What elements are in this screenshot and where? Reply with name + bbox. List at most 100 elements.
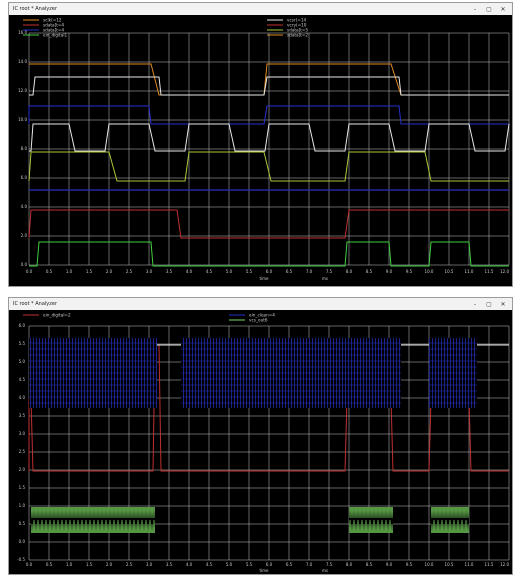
waveform-plot-bottom[interactable]: ein_digital=2 ein_clean=4 vcs_out6 6.0 5… [9, 310, 512, 574]
legend-label: ein_digital1 [43, 33, 68, 38]
maximize-button[interactable]: ▢ [486, 300, 492, 308]
x-tick-label: 3.5 [166, 269, 173, 274]
legend-label: vcs_out6 [249, 318, 268, 323]
x-tick-label: 11.0 [465, 269, 474, 274]
maximize-button[interactable]: ▢ [486, 5, 492, 13]
x-axis-label: time [259, 276, 269, 281]
x-tick-label: 11.5 [485, 269, 494, 274]
y-tick-label: 0.5 [19, 521, 26, 526]
x-tick-label: 1.5 [86, 562, 93, 567]
x-tick-label: 3.5 [166, 562, 173, 567]
legend-label: sdata[t=2 [287, 33, 308, 38]
close-button[interactable]: ✕ [500, 300, 506, 308]
y-tick-label: 4.0 [19, 395, 26, 400]
legend-label: vcry(=10 [287, 23, 307, 28]
legend-label: sclk(=12 [43, 18, 62, 23]
y-tick-label: 2.0 [19, 467, 26, 472]
x-tick-label: 4.5 [206, 269, 213, 274]
x-tick-label: 8.5 [366, 562, 373, 567]
waveform-plot-top[interactable]: sclk(=12 sdata[t=4 sdata[t=4 ein_digital… [9, 15, 512, 286]
x-tick-label: 7.0 [306, 562, 313, 567]
y-tick-label: 0.0 [19, 539, 26, 544]
minimize-button[interactable]: - [473, 300, 477, 308]
burst-green [31, 507, 155, 533]
x-tick-label: 1.0 [66, 269, 73, 274]
y-tick-label: -0.5 [17, 557, 25, 562]
x-tick-label: 3.0 [146, 269, 153, 274]
x-tick-label: 2.5 [126, 269, 133, 274]
x-tick-label: 0.0 [26, 562, 33, 567]
y-tick-label: 8.0 [21, 146, 28, 151]
legend-right: vcsr(=14 vcry(=10 sdata[t=5 sdata[t=2 [267, 18, 308, 38]
y-tick-label: 1.0 [19, 503, 26, 508]
x-tick-label: 1.5 [86, 269, 93, 274]
x-tick-label: 9.0 [386, 269, 393, 274]
x-tick-label: 5.0 [226, 562, 233, 567]
x-tick-label: 7.0 [306, 269, 313, 274]
trace-sdata-yellowgreen [28, 151, 509, 182]
y-tick-label: 10.0 [18, 117, 27, 122]
minimize-button[interactable]: - [473, 5, 477, 13]
y-tick-label: 6.0 [21, 175, 28, 180]
x-tick-label: 12.0 [500, 269, 509, 274]
trace-sdata-blue [28, 105, 509, 125]
y-tick-label: 2.0 [21, 233, 28, 238]
x-axis-unit: ms [322, 276, 328, 281]
y-tick-label: 2.5 [19, 449, 26, 454]
y-tick-label: 0.0 [21, 262, 28, 267]
x-tick-label: 2.0 [106, 562, 113, 567]
trace-ein-digital1 [29, 241, 509, 267]
waveform-traces [28, 63, 510, 267]
trace-vcsr [29, 76, 509, 96]
burst-green [349, 507, 393, 533]
y-tick-label: 4.0 [21, 204, 28, 209]
x-tick-label: 8.0 [346, 269, 353, 274]
y-tick-label: 3.5 [19, 413, 26, 418]
x-tick-label: 6.5 [286, 269, 293, 274]
x-tick-label: 4.0 [186, 562, 193, 567]
legend-label: sdata[t=4 [43, 28, 64, 33]
x-tick-label: 10.0 [425, 269, 434, 274]
x-tick-label: 6.0 [266, 562, 273, 567]
y-tick-label: 1.5 [19, 485, 26, 490]
legend-label: sdata[t=4 [43, 23, 64, 28]
trace-sdata-red [28, 209, 509, 239]
x-tick-label: 5.0 [226, 269, 233, 274]
y-tick-label: 6.0 [19, 323, 26, 328]
y-tick-label: 3.0 [19, 431, 26, 436]
x-tick-label: 8.5 [366, 269, 373, 274]
x-tick-label: 8.0 [346, 562, 353, 567]
title-bar[interactable]: IC root * Analyzer - ▢ ✕ [9, 298, 512, 310]
y-tick-label: 12.0 [18, 88, 27, 93]
x-tick-label: 11.0 [465, 562, 474, 567]
x-tick-label: 12.0 [500, 562, 509, 567]
x-tick-label: 5.5 [246, 562, 253, 567]
legend-label: sdata[t=5 [287, 28, 308, 33]
x-tick-label: 7.5 [326, 562, 333, 567]
burst-blue [181, 338, 401, 408]
close-button[interactable]: ✕ [500, 5, 506, 13]
legend-left: sclk(=12 sdata[t=4 sdata[t=4 ein_digital… [23, 18, 68, 38]
y-axis-ticks: 6.0 5.5 5.0 4.5 4.0 3.5 3.0 2.5 2.0 1.5 … [17, 323, 25, 562]
x-tick-label: 6.5 [286, 562, 293, 567]
burst-blue [29, 338, 157, 408]
x-tick-label: 4.0 [186, 269, 193, 274]
x-axis-ticks: 0.0 0.5 1.0 1.5 2.0 2.5 3.0 3.5 4.0 4.5 … [26, 562, 510, 567]
legend-left: ein_digital=2 [23, 313, 71, 318]
y-tick-label: 5.0 [19, 359, 26, 364]
y-axis-ticks: 16.0 14.0 12.0 10.0 8.0 6.0 4.0 2.0 0.0 [18, 30, 27, 267]
x-tick-label: 2.5 [126, 562, 133, 567]
x-axis-label: time [259, 568, 269, 573]
x-tick-label: 10.5 [445, 269, 454, 274]
x-tick-label: 5.5 [246, 269, 253, 274]
x-tick-label: 4.5 [206, 562, 213, 567]
title-bar[interactable]: IC root * Analyzer - ▢ ✕ [9, 3, 512, 15]
burst-blue [429, 338, 477, 408]
x-tick-label: 9.5 [406, 562, 413, 567]
x-tick-label: 11.5 [485, 562, 494, 567]
x-tick-label: 3.0 [146, 562, 153, 567]
window-title: IC root * Analyzer [13, 6, 58, 12]
x-tick-label: 0.0 [26, 269, 33, 274]
x-tick-label: 0.5 [46, 562, 53, 567]
x-axis-ticks: 0.0 0.5 1.0 1.5 2.0 2.5 3.0 3.5 4.0 4.5 … [26, 269, 510, 274]
